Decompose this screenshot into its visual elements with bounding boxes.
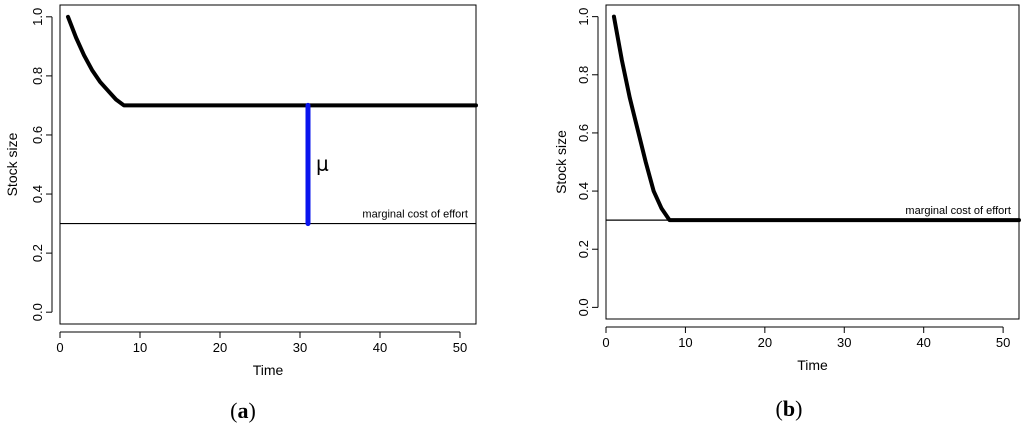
x-tick-label: 10 xyxy=(678,335,692,350)
panel-a: 0 10 20 30 40 50 0.0 0.2 0.4 0.6 0.8 1.0 Time Stock s… xyxy=(4,4,478,423)
y-tick-label: 0.4 xyxy=(576,182,591,200)
caption-open-paren: ( xyxy=(230,398,237,423)
y-tick-label: 1.0 xyxy=(576,8,591,26)
mu-label: μ xyxy=(316,152,329,176)
y-tick-label: 0.0 xyxy=(30,303,45,321)
x-tick-label: 20 xyxy=(213,340,227,355)
x-tick-label: 0 xyxy=(602,335,609,350)
plot-frame xyxy=(605,4,1020,320)
y-tick-label: 0.2 xyxy=(576,240,591,258)
x-axis-title: Time xyxy=(253,362,284,378)
caption-letter: a xyxy=(238,398,249,423)
plot-frame xyxy=(59,4,477,325)
y-tick-label: 1.0 xyxy=(30,8,45,26)
caption-close-paren: ) xyxy=(795,396,802,421)
x-tick-label: 20 xyxy=(758,335,772,350)
x-axis-title: Time xyxy=(797,357,828,373)
x-tick-label: 40 xyxy=(373,340,387,355)
panel-caption: (a) xyxy=(230,398,256,423)
y-tick-label: 0.2 xyxy=(30,244,45,262)
stock-size-line xyxy=(611,14,1021,223)
y-tick-label: 0.8 xyxy=(576,66,591,84)
panel-caption: (b) xyxy=(776,396,803,421)
y-tick-label: 0.4 xyxy=(30,185,45,203)
panel-b: 0 10 20 30 40 50 0.0 0.2 0.4 0.6 0.8 1.0 Time Stock s… xyxy=(553,4,1021,421)
stock-size-line xyxy=(66,14,478,108)
y-axis-title: Stock size xyxy=(553,130,569,194)
x-tick-label: 0 xyxy=(56,340,63,355)
x-tick-label: 30 xyxy=(837,335,851,350)
marginal-cost-label: marginal cost of effort xyxy=(362,209,468,221)
caption-open-paren: ( xyxy=(776,396,783,421)
caption-close-paren: ) xyxy=(249,398,256,423)
x-tick-label: 10 xyxy=(133,340,147,355)
y-tick-label: 0.6 xyxy=(576,124,591,142)
x-tick-label: 50 xyxy=(996,335,1010,350)
x-tick-label: 50 xyxy=(453,340,467,355)
marginal-cost-label: marginal cost of effort xyxy=(905,205,1011,217)
y-tick-label: 0.8 xyxy=(30,67,45,85)
y-tick-label: 0.0 xyxy=(576,298,591,316)
x-tick-label: 40 xyxy=(916,335,930,350)
y-axis-title: Stock size xyxy=(4,132,20,196)
y-tick-label: 0.6 xyxy=(30,126,45,144)
x-tick-label: 30 xyxy=(293,340,307,355)
caption-letter: b xyxy=(783,396,795,421)
